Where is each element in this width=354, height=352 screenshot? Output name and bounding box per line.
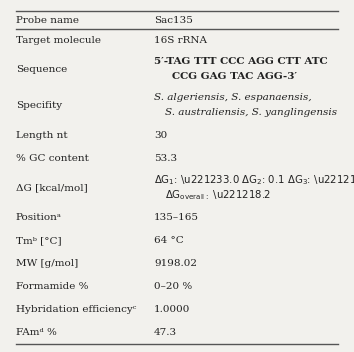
Text: Target molecule: Target molecule xyxy=(16,36,101,45)
Text: $\mathregular{\Delta G_1}$: \u221233.0 $\mathregular{\Delta G_2}$: 0.1 $\mathreg: $\mathregular{\Delta G_1}$: \u221233.0 $… xyxy=(154,173,354,187)
Text: 30: 30 xyxy=(154,131,167,140)
Text: MW [g/mol]: MW [g/mol] xyxy=(16,259,78,268)
Text: ΔG [kcal/mol]: ΔG [kcal/mol] xyxy=(16,183,88,192)
Text: Formamide %: Formamide % xyxy=(16,282,88,291)
Text: $\mathregular{\Delta G_{overall:}}$ \u221218.2: $\mathregular{\Delta G_{overall:}}$ \u22… xyxy=(165,188,271,202)
Text: CCG GAG TAC AGG-3′: CCG GAG TAC AGG-3′ xyxy=(172,72,297,81)
Text: Tmᵇ [°C]: Tmᵇ [°C] xyxy=(16,236,62,245)
Text: 9198.02: 9198.02 xyxy=(154,259,197,268)
Text: Sequence: Sequence xyxy=(16,65,67,74)
Text: % GC content: % GC content xyxy=(16,154,89,163)
Text: 53.3: 53.3 xyxy=(154,154,177,163)
Text: Positionᵃ: Positionᵃ xyxy=(16,213,62,222)
Text: Specifity: Specifity xyxy=(16,101,62,110)
Text: Probe name: Probe name xyxy=(16,15,79,25)
Text: 135–165: 135–165 xyxy=(154,213,199,222)
Text: 64 °C: 64 °C xyxy=(154,236,184,245)
Text: 0–20 %: 0–20 % xyxy=(154,282,192,291)
Text: Hybridation efficiencyᶜ: Hybridation efficiencyᶜ xyxy=(16,305,136,314)
Text: 47.3: 47.3 xyxy=(154,328,177,337)
Text: Length nt: Length nt xyxy=(16,131,68,140)
Text: 16S rRNA: 16S rRNA xyxy=(154,36,207,45)
Text: S. australiensis, S. yanglingensis: S. australiensis, S. yanglingensis xyxy=(165,108,337,117)
Text: 1.0000: 1.0000 xyxy=(154,305,190,314)
Text: S. algeriensis, S. espanaensis,: S. algeriensis, S. espanaensis, xyxy=(154,93,312,102)
Text: FAmᵈ %: FAmᵈ % xyxy=(16,328,57,337)
Text: 5′-TAG TTT CCC AGG CTT ATC: 5′-TAG TTT CCC AGG CTT ATC xyxy=(154,57,327,67)
Text: Sac135: Sac135 xyxy=(154,15,193,25)
